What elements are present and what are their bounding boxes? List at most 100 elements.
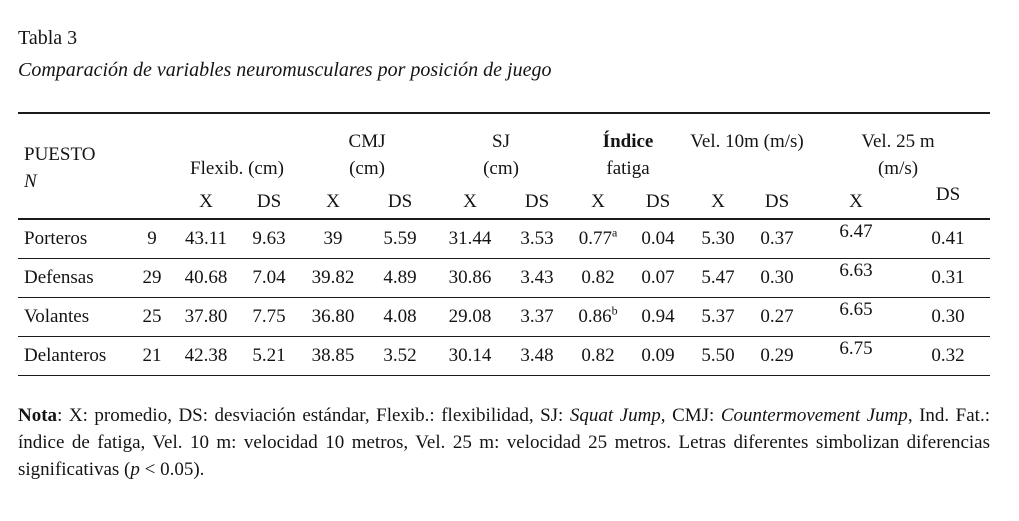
cell-value: 42.38 bbox=[174, 336, 239, 376]
cell-value: 0.30 bbox=[906, 297, 991, 337]
cell-value: 3.53 bbox=[506, 219, 569, 259]
cell-value: 0.29 bbox=[748, 336, 807, 376]
page: Tabla 3 Comparación de variables neuromu… bbox=[18, 27, 991, 483]
cell-value: 6.75 bbox=[806, 336, 907, 376]
group-header-vel25: Vel. 25 m (m/s) bbox=[861, 131, 935, 179]
cell-puesto: Defensas bbox=[18, 258, 130, 298]
cell-value: 9.63 bbox=[238, 219, 301, 259]
cell-value: 0.94 bbox=[628, 297, 689, 337]
results-table: PUESTO N Flexib. (cm) CMJ (cm) SJ (cm) bbox=[18, 128, 991, 376]
cell-puesto: Volantes bbox=[18, 297, 130, 337]
cell-value: 31.44 bbox=[434, 219, 507, 259]
cell-value: 0.07 bbox=[628, 258, 689, 298]
cell-value: 39.82 bbox=[300, 258, 367, 298]
top-rule bbox=[18, 112, 990, 114]
cell-puesto: Porteros bbox=[18, 219, 130, 259]
table-note: Nota: X: promedio, DS: desviación estánd… bbox=[18, 402, 990, 483]
subheader-empty bbox=[18, 185, 175, 220]
table-caption: Comparación de variables neuromusculares… bbox=[18, 59, 552, 81]
cell-value: 3.48 bbox=[506, 336, 569, 376]
cell-value: 6.47 bbox=[806, 219, 907, 259]
cell-value: 5.30 bbox=[688, 219, 749, 259]
group-header-row: PUESTO N Flexib. (cm) CMJ (cm) SJ (cm) bbox=[18, 128, 990, 192]
cell-value: 4.08 bbox=[366, 297, 435, 337]
stub-line-n: N bbox=[24, 171, 37, 192]
subheader-ds-vel10: DS bbox=[748, 185, 807, 220]
subheader-ds-cmj: DS bbox=[366, 185, 435, 220]
subheader-ds-indice: DS bbox=[628, 185, 689, 220]
note-term-countermovement-jump: Countermovement Jump bbox=[720, 405, 908, 426]
note-text: , CMJ: bbox=[660, 405, 721, 426]
cell-value: 7.04 bbox=[238, 258, 301, 298]
cell-value: 43.11 bbox=[174, 219, 239, 259]
cell-value: 5.50 bbox=[688, 336, 749, 376]
subheader-ds-vel25: DS bbox=[906, 184, 991, 220]
cell-value: 0.82 bbox=[568, 258, 629, 298]
note-term-squat-jump: Squat Jump bbox=[569, 405, 661, 426]
subheader-x-flexib: X bbox=[174, 185, 239, 220]
note-term-p: p bbox=[130, 459, 140, 480]
table-row-delanteros: Delanteros 21 42.38 5.21 38.85 3.52 30.1… bbox=[18, 336, 991, 376]
cell-value: 30.14 bbox=[434, 336, 507, 376]
cell-value: 30.86 bbox=[434, 258, 507, 298]
cell-n: 9 bbox=[130, 219, 175, 259]
cell-value: 0.37 bbox=[748, 219, 807, 259]
note-label: Nota bbox=[18, 405, 58, 426]
subheader-x-sj: X bbox=[434, 185, 507, 220]
cell-value: 3.43 bbox=[506, 258, 569, 298]
group-header-cmj: CMJ (cm) bbox=[348, 131, 386, 179]
cell-value: 0.82 bbox=[568, 336, 629, 376]
table-row-volantes: Volantes 25 37.80 7.75 36.80 4.08 29.08 … bbox=[18, 297, 991, 337]
cell-value: 29.08 bbox=[434, 297, 507, 337]
stub-line-puesto: PUESTO bbox=[24, 144, 96, 165]
subheader-ds-sj: DS bbox=[506, 185, 569, 220]
cell-n: 29 bbox=[130, 258, 175, 298]
cell-value: 5.37 bbox=[688, 297, 749, 337]
group-header-vel10: Vel. 10m (m/s) bbox=[690, 131, 804, 152]
table-row-porteros: Porteros 9 43.11 9.63 39 5.59 31.44 3.53… bbox=[18, 219, 991, 259]
subheader-x-vel10: X bbox=[688, 185, 749, 220]
cell-value: 5.59 bbox=[366, 219, 435, 259]
group-header-sj: SJ (cm) bbox=[483, 131, 519, 179]
significance-letter: b bbox=[611, 303, 618, 318]
cell-n: 25 bbox=[130, 297, 175, 337]
note-text: < 0.05). bbox=[139, 459, 205, 480]
cell-value: 6.63 bbox=[806, 258, 907, 298]
subheader-row: X DS X DS X DS X DS X DS X DS bbox=[18, 184, 991, 220]
cell-value: 5.47 bbox=[688, 258, 749, 298]
cell-value: 0.04 bbox=[628, 219, 689, 259]
cell-value: 0.41 bbox=[906, 219, 991, 259]
cell-value: 0.86b bbox=[568, 297, 629, 337]
subheader-x-cmj: X bbox=[300, 185, 367, 220]
cell-value: 39 bbox=[300, 219, 367, 259]
cell-value: 40.68 bbox=[174, 258, 239, 298]
subheader-x-vel25: X bbox=[806, 185, 907, 220]
cell-value: 6.65 bbox=[806, 297, 907, 337]
cell-value: 0.09 bbox=[628, 336, 689, 376]
cell-puesto: Delanteros bbox=[18, 336, 130, 376]
cell-value: 7.75 bbox=[238, 297, 301, 337]
group-header-flexib: Flexib. (cm) bbox=[190, 158, 284, 179]
cell-value: 37.80 bbox=[174, 297, 239, 337]
cell-value: 38.85 bbox=[300, 336, 367, 376]
cell-value: 0.32 bbox=[906, 336, 991, 376]
group-header-indice: Índice fatiga bbox=[602, 131, 654, 179]
cell-value: 5.21 bbox=[238, 336, 301, 376]
cell-value: 4.89 bbox=[366, 258, 435, 298]
cell-value: 0.77a bbox=[568, 219, 629, 259]
cell-value: 0.27 bbox=[748, 297, 807, 337]
table-number: Tabla 3 bbox=[18, 27, 78, 49]
note-text: : X: promedio, DS: desviación estándar, … bbox=[57, 405, 570, 426]
cell-value: 3.37 bbox=[506, 297, 569, 337]
cell-n: 21 bbox=[130, 336, 175, 376]
subheader-x-indice: X bbox=[568, 185, 629, 220]
cell-value: 3.52 bbox=[366, 336, 435, 376]
cell-value: 36.80 bbox=[300, 297, 367, 337]
cell-value: 0.30 bbox=[748, 258, 807, 298]
note-text: , Ind. Fat.: índice de fatiga, Vel. 10 m… bbox=[18, 405, 990, 480]
significance-letter: a bbox=[611, 225, 618, 240]
table-row-defensas: Defensas 29 40.68 7.04 39.82 4.89 30.86 … bbox=[18, 258, 991, 298]
cell-value: 0.31 bbox=[906, 258, 991, 298]
stub-header: PUESTO N bbox=[18, 128, 174, 192]
subheader-ds-flexib: DS bbox=[238, 185, 301, 220]
